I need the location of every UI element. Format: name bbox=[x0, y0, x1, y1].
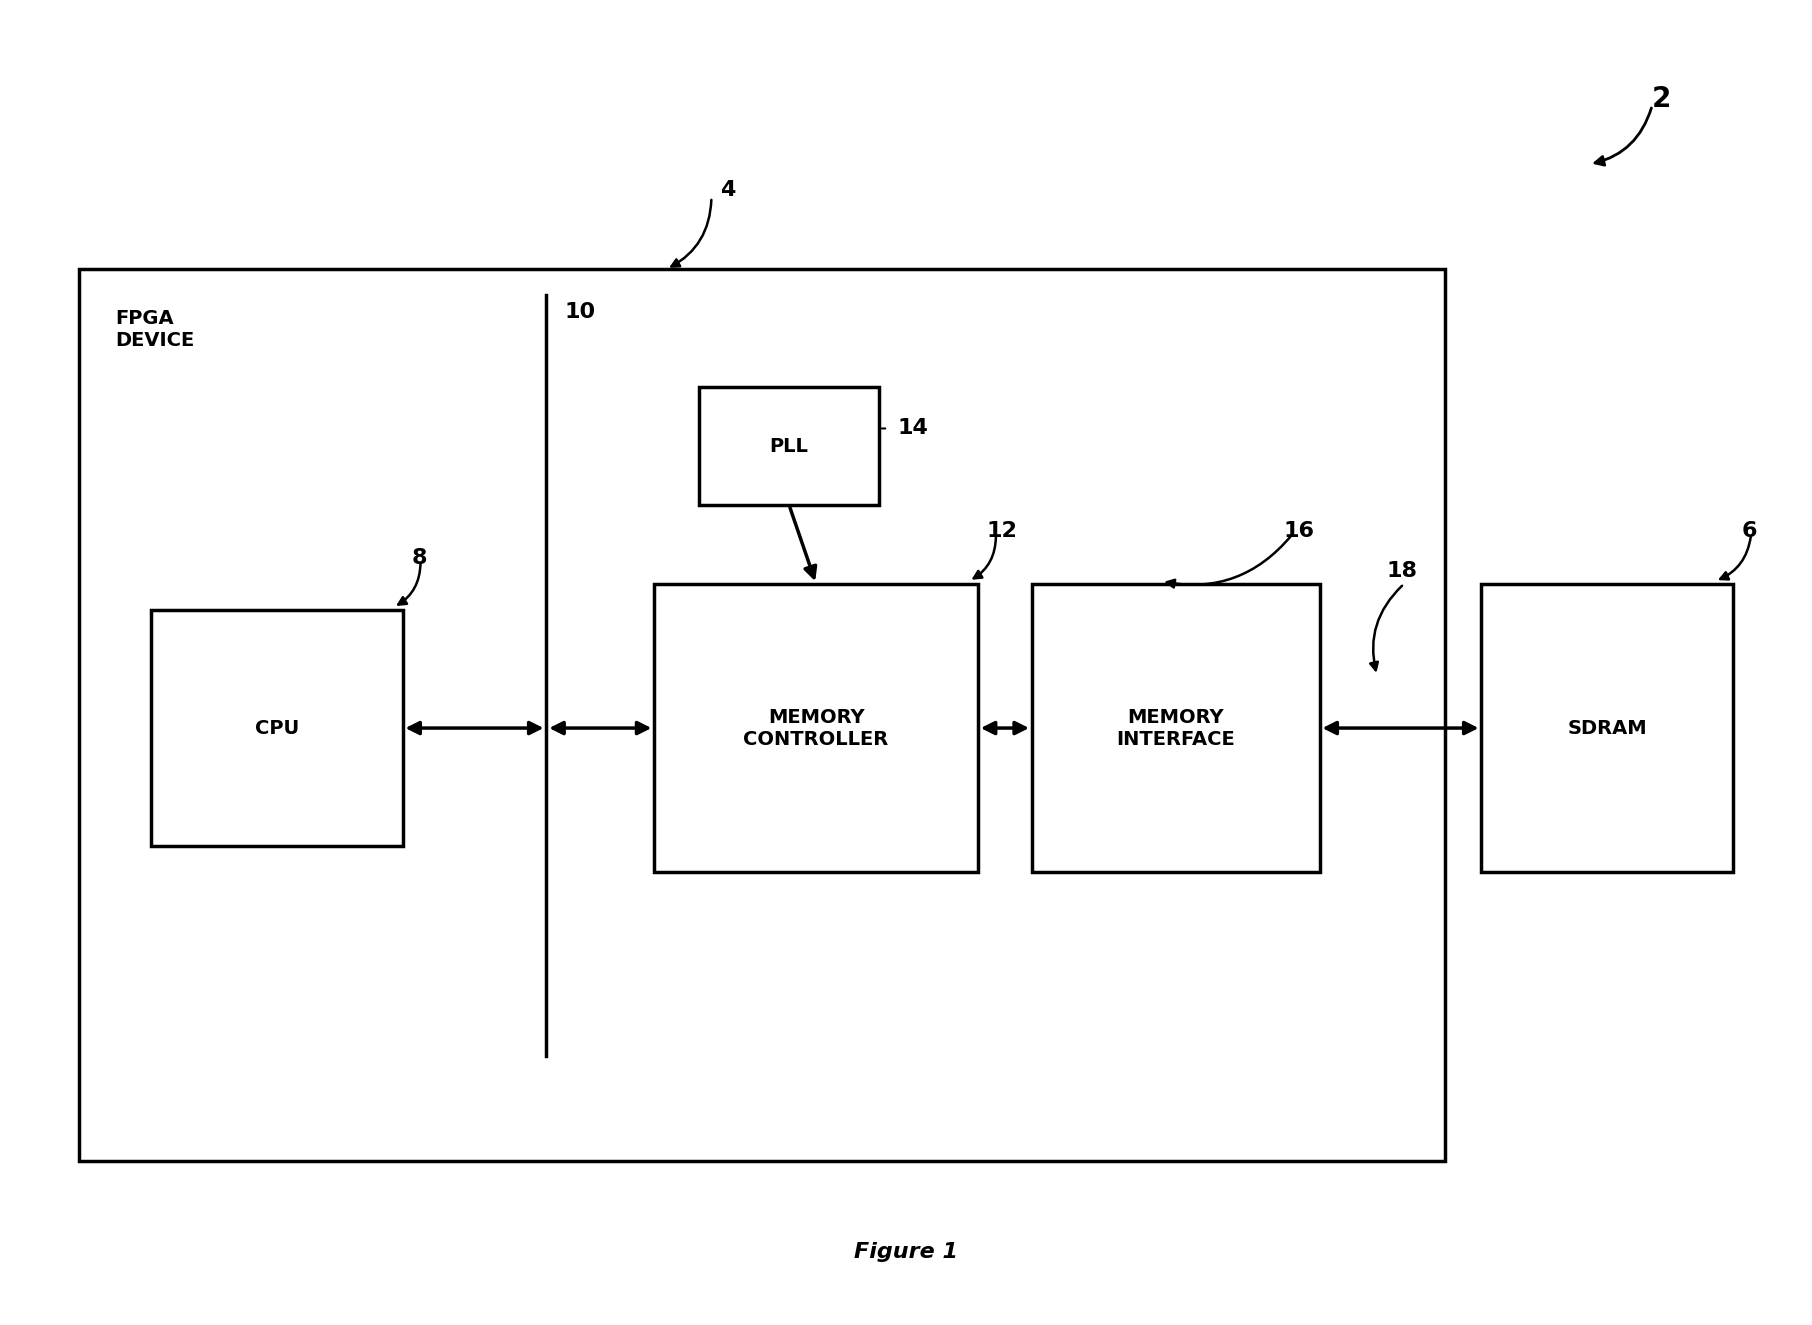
Text: MEMORY
CONTROLLER: MEMORY CONTROLLER bbox=[743, 708, 888, 749]
Text: 10: 10 bbox=[564, 302, 596, 322]
Text: 2: 2 bbox=[1653, 85, 1672, 113]
Bar bbox=[1031, 584, 1319, 872]
Text: 18: 18 bbox=[1386, 560, 1417, 580]
Bar bbox=[80, 269, 1446, 1161]
Text: 8: 8 bbox=[411, 547, 428, 567]
Text: 4: 4 bbox=[721, 180, 736, 200]
Text: FPGA
DEVICE: FPGA DEVICE bbox=[114, 309, 194, 350]
Text: CPU: CPU bbox=[254, 718, 299, 738]
Bar bbox=[1482, 584, 1732, 872]
Text: 16: 16 bbox=[1283, 522, 1314, 542]
Text: PLL: PLL bbox=[770, 437, 808, 456]
Text: Figure 1: Figure 1 bbox=[853, 1243, 959, 1263]
Bar bbox=[150, 610, 402, 847]
Text: MEMORY
INTERFACE: MEMORY INTERFACE bbox=[1116, 708, 1236, 749]
Bar bbox=[654, 584, 978, 872]
Text: 6: 6 bbox=[1741, 522, 1758, 542]
Bar bbox=[699, 387, 879, 505]
Text: 12: 12 bbox=[988, 522, 1018, 542]
Text: 14: 14 bbox=[897, 419, 928, 439]
Text: SDRAM: SDRAM bbox=[1567, 718, 1647, 738]
